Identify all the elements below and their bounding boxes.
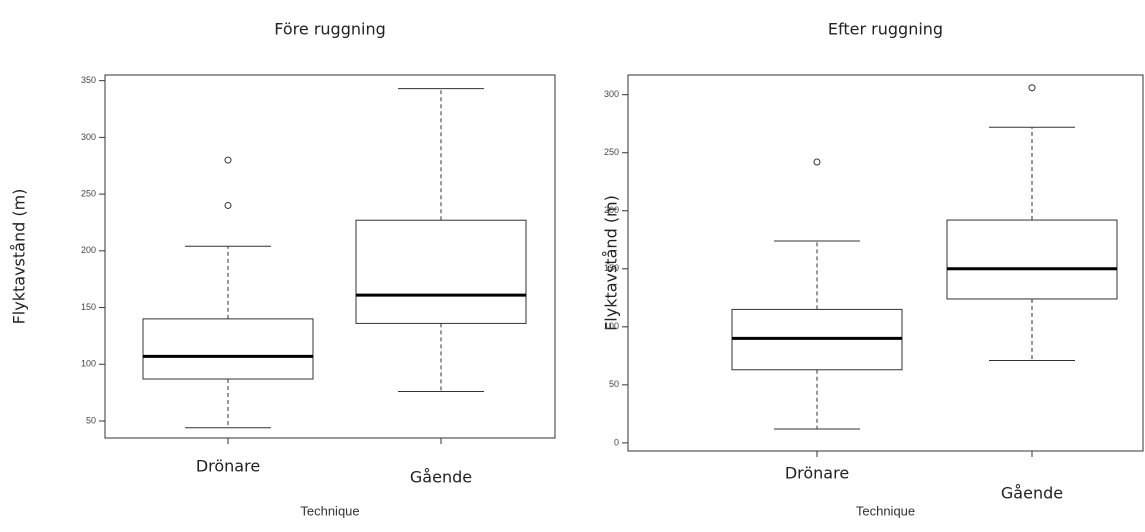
- y-tick-label: 300: [604, 89, 619, 99]
- outlier: [224, 201, 232, 209]
- x-tick-label: Drönare: [785, 464, 849, 483]
- y-axis-label: Flyktavstånd (m): [10, 189, 29, 325]
- box: [355, 219, 527, 324]
- x-axis-label: Technique: [856, 503, 915, 518]
- y-axis-label: Flyktavstånd (m): [602, 195, 621, 331]
- y-tick-label: 150: [81, 302, 96, 312]
- outlier: [813, 158, 821, 166]
- outlier: [224, 156, 232, 164]
- outlier: [1028, 84, 1036, 92]
- y-tick-label: 100: [81, 359, 96, 369]
- y-tick-label: 200: [81, 245, 96, 255]
- x-tick-label: Drönare: [196, 457, 260, 476]
- y-tick-label: 300: [81, 132, 96, 142]
- plot-frame: [627, 74, 1144, 452]
- x-tick-label: Gående: [1001, 484, 1063, 503]
- x-axis-label: Technique: [300, 503, 359, 518]
- plot-frame: [104, 74, 556, 439]
- y-tick-label: 0: [614, 437, 619, 447]
- y-tick-label: 50: [609, 379, 619, 389]
- chart-title: Efter ruggning: [828, 20, 943, 39]
- y-tick-label: 350: [81, 75, 96, 85]
- chart-title: Före ruggning: [274, 20, 386, 39]
- y-tick-label: 250: [81, 188, 96, 198]
- box: [946, 219, 1118, 300]
- y-tick-label: 150: [604, 263, 619, 273]
- x-tick-label: Gående: [410, 468, 472, 487]
- y-tick-label: 100: [604, 321, 619, 331]
- y-tick-label: 200: [604, 205, 619, 215]
- box: [142, 318, 314, 380]
- y-tick-label: 50: [86, 415, 96, 425]
- y-tick-label: 250: [604, 147, 619, 157]
